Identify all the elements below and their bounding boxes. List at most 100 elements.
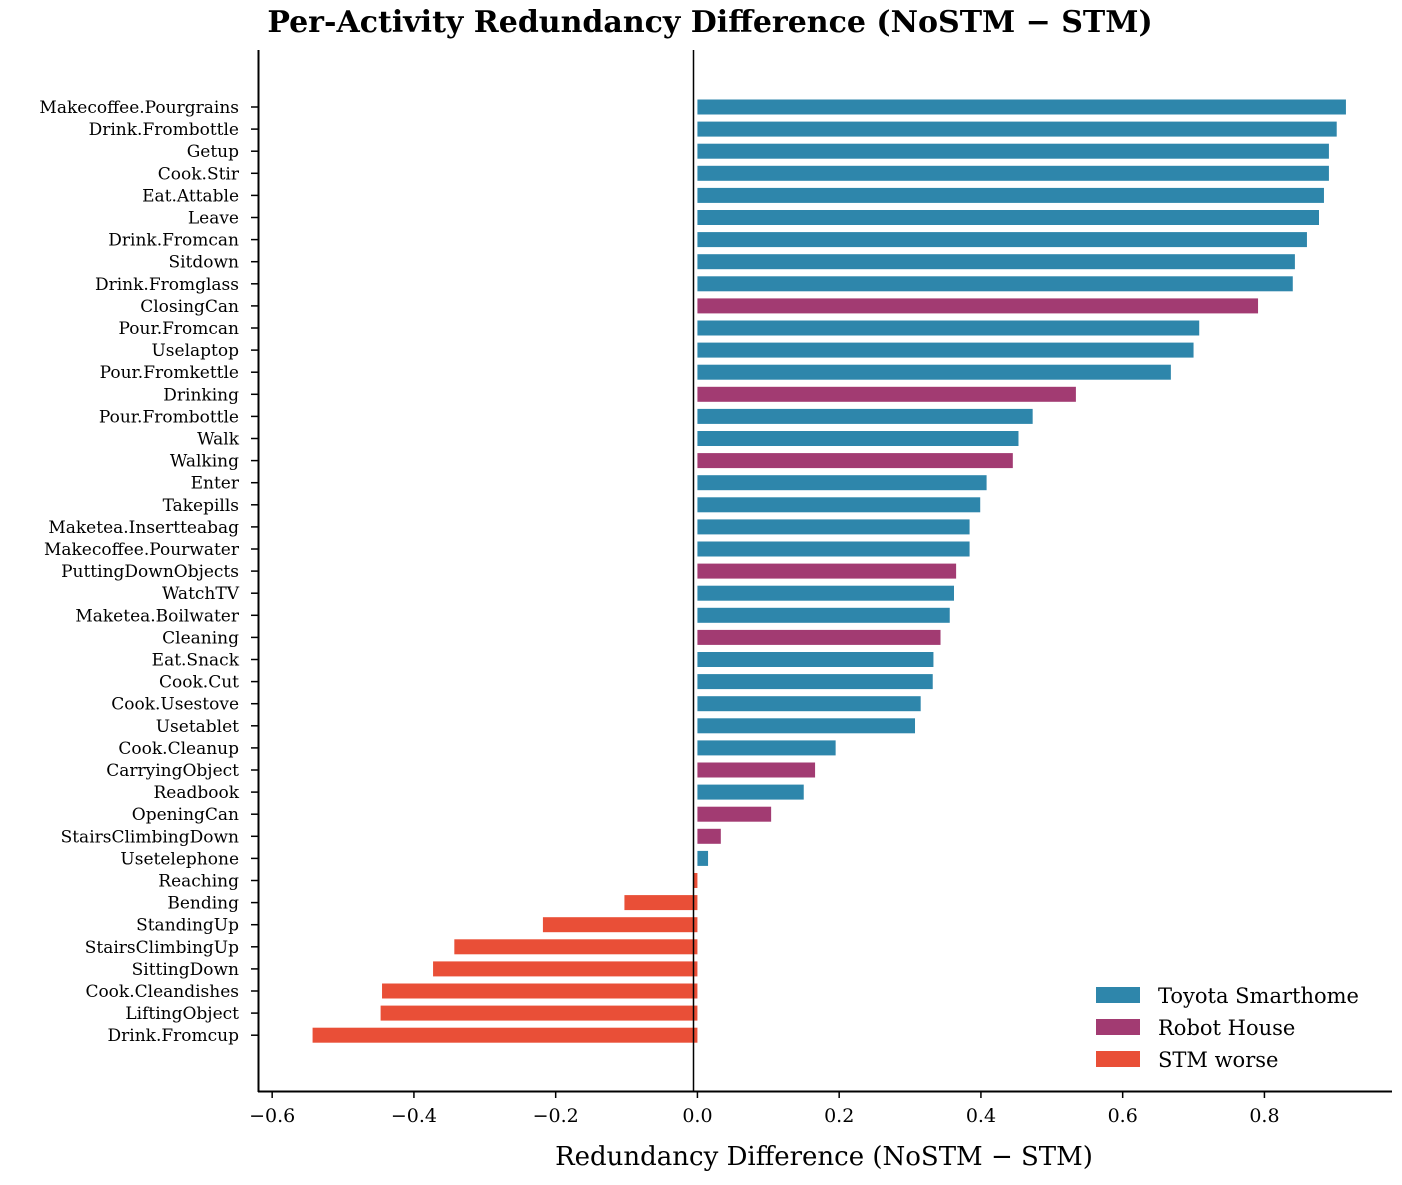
y-tick-label: Usetelephone — [120, 849, 239, 869]
y-tick-label: Makecoffee.Pourgrains — [39, 98, 239, 118]
y-tick-label: Maketea.Insertteabag — [48, 518, 239, 538]
bar-Usetelephone — [697, 850, 709, 866]
x-ticks: −0.6 −0.4 −0.2 0.0 0.2 0.4 0.6 0.8 — [249, 1091, 1280, 1127]
bar-StairsClimbingUp — [454, 939, 698, 955]
y-tick-label: Drink.Fromcup — [108, 1026, 240, 1046]
bars-layer — [312, 99, 1346, 1043]
bar-Usetablet — [697, 718, 916, 734]
bar-Getup — [697, 143, 1329, 159]
bar-SittingDown — [433, 961, 698, 977]
bar-ClosingCan — [697, 298, 1259, 314]
y-tick-label: LiftingObject — [125, 1004, 239, 1024]
bar-Eat.Attable — [697, 187, 1324, 203]
y-tick-label: PuttingDownObjects — [61, 562, 239, 582]
y-tick-label: Leave — [188, 209, 239, 229]
x-tick-label: 0.0 — [682, 1105, 712, 1127]
y-tick-label: StandingUp — [136, 916, 239, 936]
y-tick-label: Sitdown — [168, 253, 239, 273]
bar-Enter — [697, 475, 987, 491]
x-tick-label: 0.2 — [824, 1105, 854, 1127]
y-tick-label: CarryingObject — [106, 761, 239, 781]
bar-Cook.Cut — [697, 674, 933, 690]
y-tick-label: StairsClimbingDown — [61, 827, 239, 847]
y-tick-label: Uselaptop — [151, 341, 239, 361]
y-tick-label: Cook.Cleandishes — [85, 982, 239, 1002]
y-tick-label: Cook.Cleanup — [118, 739, 239, 759]
y-tick-label: Cook.Cut — [159, 673, 239, 693]
bar-Bending — [624, 895, 698, 911]
bar-Makecoffee.Pourgrains — [697, 99, 1346, 115]
y-tick-label: SittingDown — [132, 960, 239, 980]
y-tick-label: Eat.Snack — [152, 651, 240, 671]
bar-Pour.Frombottle — [697, 408, 1033, 424]
bar-Drink.Fromcup — [312, 1027, 698, 1043]
bar-Cook.Usestove — [697, 696, 921, 712]
bar-Sitdown — [697, 254, 1295, 270]
bar-Makecoffee.Pourwater — [697, 541, 970, 557]
y-tick-label: Readbook — [153, 783, 239, 803]
bar-Eat.Snack — [697, 652, 934, 667]
y-tick-label: Walk — [197, 430, 240, 450]
bar-Drink.Frombottle — [697, 121, 1337, 137]
y-tick-label: Walking — [170, 452, 239, 472]
y-tick-label: Pour.Fromkettle — [100, 363, 239, 383]
y-tick-label: Bending — [167, 894, 239, 914]
y-tick-labels: Makecoffee.PourgrainsDrink.FrombottleGet… — [39, 98, 258, 1046]
y-tick-label: StairsClimbingUp — [85, 938, 239, 958]
legend-swatch-robot — [1096, 1019, 1140, 1035]
y-tick-label: Cook.Usestove — [111, 695, 239, 715]
y-tick-label: Drink.Fromcan — [108, 231, 239, 251]
bar-StairsClimbingDown — [697, 828, 721, 844]
y-tick-label: Takepills — [163, 496, 239, 516]
y-tick-label: Maketea.Boilwater — [75, 606, 240, 626]
bar-Uselaptop — [697, 342, 1194, 358]
bar-PuttingDownObjects — [697, 563, 957, 579]
bar-WatchTV — [697, 585, 954, 601]
y-tick-label: Enter — [191, 474, 240, 494]
bar-CarryingObject — [697, 762, 816, 778]
y-tick-label: Reaching — [158, 872, 239, 892]
y-tick-label: Drinking — [163, 385, 239, 405]
y-tick-label: WatchTV — [162, 584, 240, 604]
bar-Walk — [697, 431, 1019, 446]
y-tick-label: Cook.Stir — [158, 164, 240, 184]
bar-Drinking — [697, 386, 1076, 402]
chart-title: Per-Activity Redundancy Difference (NoST… — [267, 5, 1152, 40]
y-tick-label: ClosingCan — [140, 297, 239, 317]
legend-label-robot: Robot House — [1158, 1016, 1295, 1040]
x-tick-label: 0.8 — [1249, 1105, 1279, 1127]
legend-swatch-toyota — [1096, 987, 1140, 1003]
legend-label-worse: STM worse — [1158, 1048, 1278, 1072]
bar-Drink.Fromglass — [697, 276, 1293, 292]
y-tick-label: Makecoffee.Pourwater — [44, 540, 240, 560]
y-tick-label: Usetablet — [156, 717, 239, 737]
x-tick-label: 0.6 — [1108, 1105, 1138, 1127]
axes-layer — [257, 50, 1392, 1093]
y-tick-label: Drink.Frombottle — [89, 120, 239, 140]
y-tick-label: Pour.Fromcan — [119, 319, 240, 339]
x-tick-label: −0.4 — [391, 1105, 437, 1127]
bar-Cleaning — [697, 629, 941, 645]
x-tick-label: −0.2 — [533, 1105, 579, 1127]
y-tick-label: Pour.Frombottle — [99, 407, 239, 427]
bar-Cook.Stir — [697, 165, 1329, 181]
bar-Pour.Fromkettle — [697, 364, 1171, 380]
bar-Cook.Cleanup — [697, 740, 836, 756]
bar-LiftingObject — [380, 1005, 698, 1021]
y-tick-label: Drink.Fromglass — [95, 275, 239, 295]
x-tick-label: −0.6 — [249, 1105, 295, 1127]
y-tick-label: Getup — [187, 142, 239, 162]
legend-label-toyota: Toyota Smarthome — [1158, 984, 1359, 1008]
y-tick-label: OpeningCan — [132, 805, 239, 825]
bar-Pour.Fromcan — [697, 320, 1200, 336]
bar-Walking — [697, 453, 1013, 469]
bar-OpeningCan — [697, 806, 772, 822]
x-axis-label: Redundancy Difference (NoSTM − STM) — [555, 1142, 1093, 1172]
bar-Cook.Cleandishes — [382, 983, 698, 999]
bar-Maketea.Boilwater — [697, 607, 950, 623]
bar-Maketea.Insertteabag — [697, 519, 970, 535]
y-tick-label: Eat.Attable — [142, 186, 239, 206]
bar-Readbook — [697, 784, 804, 800]
bar-Takepills — [697, 497, 981, 513]
